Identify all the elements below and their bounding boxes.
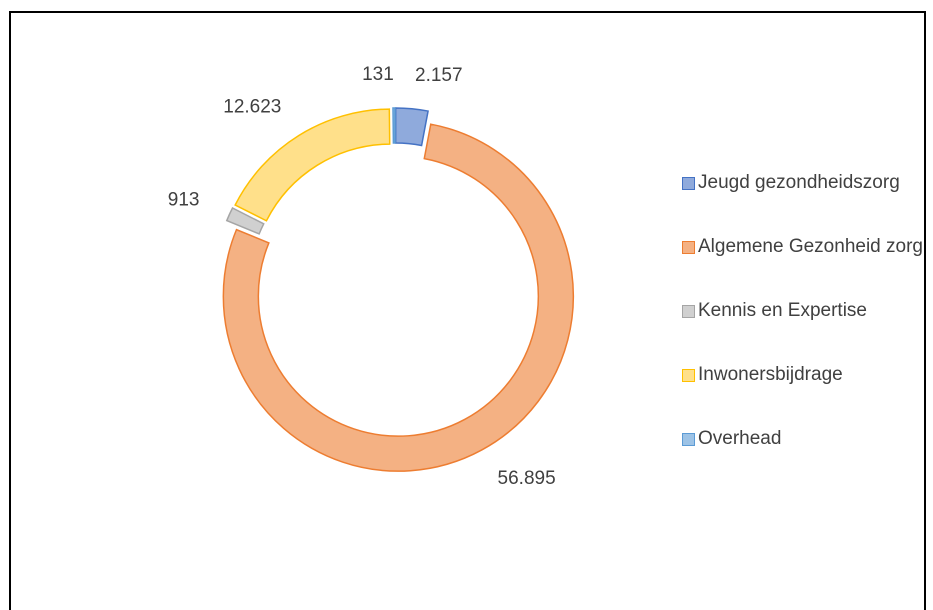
legend: Jeugd gezondheidszorg Algemene Gezonheid …	[682, 168, 927, 488]
donut-segment	[392, 107, 396, 144]
legend-label: Jeugd gezondheidszorg	[698, 172, 900, 193]
legend-item: Jeugd gezondheidszorg	[682, 168, 927, 198]
chart-frame	[9, 11, 926, 610]
legend-label: Algemene Gezonheid zorg	[698, 236, 923, 257]
legend-swatch	[682, 305, 695, 318]
donut-segment	[225, 207, 265, 235]
data-label: 913	[168, 190, 200, 211]
legend-label: Inwonersbijdrage	[698, 364, 843, 385]
data-label: 56.895	[498, 468, 556, 489]
data-label: 12.623	[223, 96, 281, 117]
donut-segment	[234, 108, 391, 222]
legend-item: Overhead	[682, 424, 927, 454]
legend-item: Inwonersbijdrage	[682, 360, 927, 390]
donut-segment	[394, 107, 429, 147]
legend-swatch	[682, 177, 695, 190]
legend-label: Kennis en Expertise	[698, 300, 867, 321]
data-label: 2.157	[415, 65, 463, 86]
donut-segment	[222, 123, 575, 472]
legend-item: Kennis en Expertise	[682, 296, 927, 326]
legend-swatch	[682, 241, 695, 254]
legend-label: Overhead	[698, 428, 782, 449]
legend-swatch	[682, 369, 695, 382]
legend-item: Algemene Gezonheid zorg	[682, 232, 927, 262]
data-label: 131	[362, 64, 394, 85]
legend-swatch	[682, 433, 695, 446]
